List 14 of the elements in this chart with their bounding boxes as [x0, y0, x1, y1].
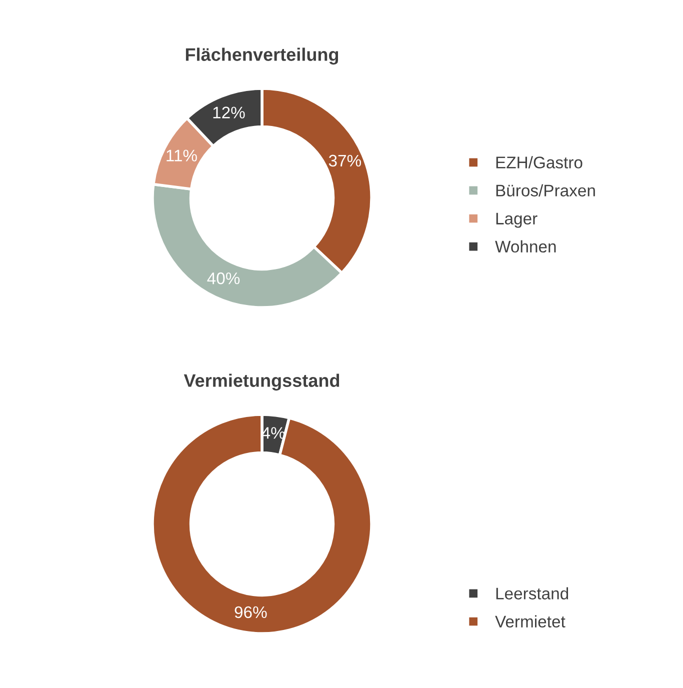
- data-label: 40%: [207, 272, 240, 284]
- chart-title: Flächenverteilung: [186, 48, 338, 65]
- legend-label: Wohnen: [495, 240, 556, 253]
- legend-label: Vermietet: [495, 615, 566, 628]
- legend-label: Büros/Praxen: [496, 184, 595, 196]
- data-label: 12%: [213, 106, 245, 118]
- data-label: 11%: [166, 150, 197, 162]
- legend-label: EZH/Gastro: [496, 156, 582, 168]
- donut-slice: [151, 413, 373, 635]
- legend-label: Leerstand: [496, 587, 568, 600]
- data-label: 37%: [328, 154, 362, 167]
- chart-title: Vermietungsstand: [184, 374, 340, 391]
- data-label: 96%: [234, 606, 267, 618]
- legend-label: Lager: [496, 212, 538, 228]
